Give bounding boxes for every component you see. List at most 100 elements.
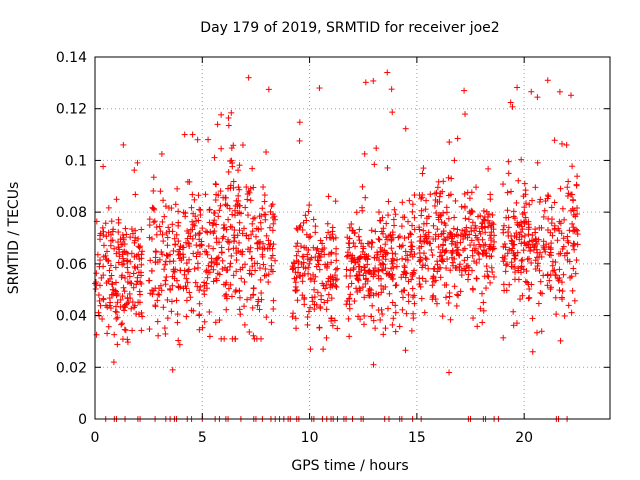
data-point xyxy=(254,260,261,267)
data-point xyxy=(421,309,428,316)
data-point xyxy=(390,315,397,322)
data-point xyxy=(374,251,381,258)
data-point xyxy=(388,86,395,93)
data-point xyxy=(120,284,127,291)
data-point xyxy=(484,273,491,280)
data-point xyxy=(556,266,563,273)
data-point xyxy=(403,310,410,317)
data-point xyxy=(351,230,358,237)
data-point xyxy=(196,312,203,319)
data-point xyxy=(375,307,382,314)
data-point xyxy=(153,224,160,231)
data-point xyxy=(393,263,400,270)
data-point xyxy=(432,235,439,242)
data-point xyxy=(251,214,258,221)
data-point xyxy=(435,243,442,250)
data-point xyxy=(473,184,480,191)
data-point xyxy=(324,297,331,304)
data-point xyxy=(260,240,267,247)
data-point xyxy=(299,253,306,260)
data-point xyxy=(176,341,183,348)
data-point xyxy=(561,216,568,223)
data-point xyxy=(109,228,116,235)
data-point xyxy=(425,265,432,272)
data-point xyxy=(357,254,364,261)
data-point xyxy=(139,248,146,255)
data-point xyxy=(155,291,162,298)
data-point xyxy=(183,297,190,304)
data-point xyxy=(546,251,553,258)
data-point xyxy=(107,231,114,238)
data-point xyxy=(134,264,141,271)
data-point xyxy=(320,346,327,353)
data-point xyxy=(456,263,463,270)
data-point xyxy=(544,282,551,289)
data-point xyxy=(500,229,507,236)
data-point xyxy=(177,284,184,291)
data-point xyxy=(312,254,319,261)
data-point xyxy=(163,274,170,281)
data-point xyxy=(157,228,164,235)
data-point xyxy=(359,248,366,255)
data-point xyxy=(301,301,308,308)
data-point xyxy=(380,225,387,232)
data-point xyxy=(231,234,238,241)
data-point xyxy=(549,258,556,265)
data-point xyxy=(504,250,511,257)
data-point xyxy=(513,320,520,327)
data-point xyxy=(311,301,318,308)
data-point xyxy=(175,208,182,215)
data-point xyxy=(157,188,164,195)
data-point xyxy=(428,246,435,253)
data-point xyxy=(236,202,243,209)
data-point xyxy=(236,239,243,246)
data-point xyxy=(573,181,580,188)
data-point xyxy=(133,281,140,288)
data-point xyxy=(489,211,496,218)
data-point xyxy=(327,284,334,291)
data-point xyxy=(359,183,366,190)
data-point xyxy=(460,235,467,242)
data-point xyxy=(420,227,427,234)
data-point xyxy=(173,297,180,304)
data-point xyxy=(429,252,436,259)
y-tick-label: 0.12 xyxy=(56,102,87,118)
y-tick-label: 0.02 xyxy=(56,360,87,376)
data-point xyxy=(204,229,211,236)
data-point xyxy=(501,287,508,294)
data-point xyxy=(180,209,187,216)
data-point xyxy=(370,361,377,368)
data-point xyxy=(318,292,325,299)
data-point xyxy=(112,287,119,294)
data-point xyxy=(447,191,454,198)
data-point xyxy=(293,325,300,332)
data-point xyxy=(245,74,252,81)
data-point xyxy=(526,286,533,293)
data-point xyxy=(230,245,237,252)
data-point xyxy=(469,208,476,215)
data-point xyxy=(236,288,243,295)
y-axis-label: SRMTID / TECUs xyxy=(6,182,22,295)
data-point xyxy=(502,262,509,269)
data-point xyxy=(102,220,109,227)
data-point xyxy=(174,185,181,192)
data-point xyxy=(357,316,364,323)
data-point xyxy=(380,331,387,338)
data-point xyxy=(487,279,494,286)
data-point xyxy=(422,278,429,285)
data-point xyxy=(457,288,464,295)
data-point xyxy=(120,260,127,267)
data-point xyxy=(95,309,102,316)
data-point xyxy=(115,219,122,226)
data-point xyxy=(231,212,238,219)
data-point xyxy=(436,193,443,200)
data-point xyxy=(379,253,386,260)
data-point xyxy=(564,256,571,263)
data-point xyxy=(505,224,512,231)
data-point xyxy=(379,214,386,221)
data-point xyxy=(138,226,145,233)
data-point xyxy=(115,239,122,246)
data-point xyxy=(148,267,155,274)
data-point xyxy=(146,222,153,229)
data-point xyxy=(451,157,458,164)
